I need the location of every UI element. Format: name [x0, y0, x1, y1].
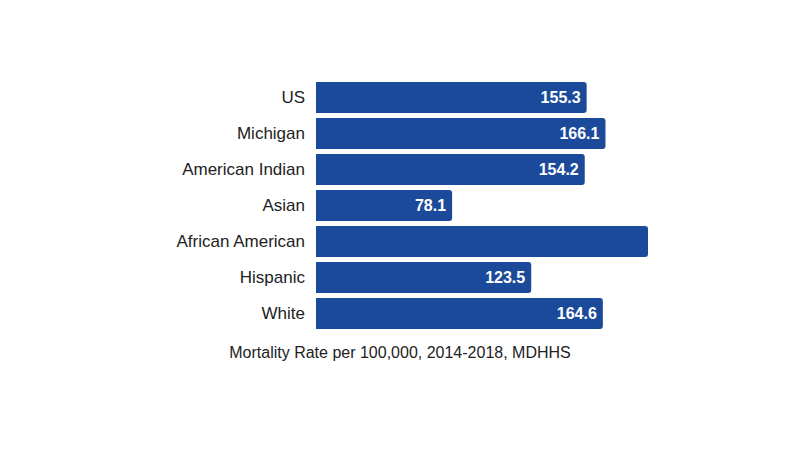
- svg-text:Asian: Asian: [262, 196, 305, 215]
- svg-text:154.2: 154.2: [539, 161, 579, 178]
- svg-text:American Indian: American Indian: [182, 160, 305, 179]
- svg-text:166.1: 166.1: [559, 125, 599, 142]
- svg-text:155.3: 155.3: [541, 89, 581, 106]
- html-text:Mortality Rate per 100,000, 20: Mortality Rate per 100,000, 2014-2018, M…: [229, 344, 571, 361]
- svg-text:African American: African American: [177, 232, 306, 251]
- svg-text:164.6: 164.6: [557, 305, 597, 322]
- svg-text:White: White: [262, 304, 305, 323]
- svg-text:Michigan: Michigan: [237, 124, 305, 143]
- svg-text:78.1: 78.1: [415, 197, 446, 214]
- svg-text:US: US: [281, 88, 305, 107]
- svg-text:Hispanic: Hispanic: [240, 268, 306, 287]
- svg-text:123.5: 123.5: [485, 269, 525, 286]
